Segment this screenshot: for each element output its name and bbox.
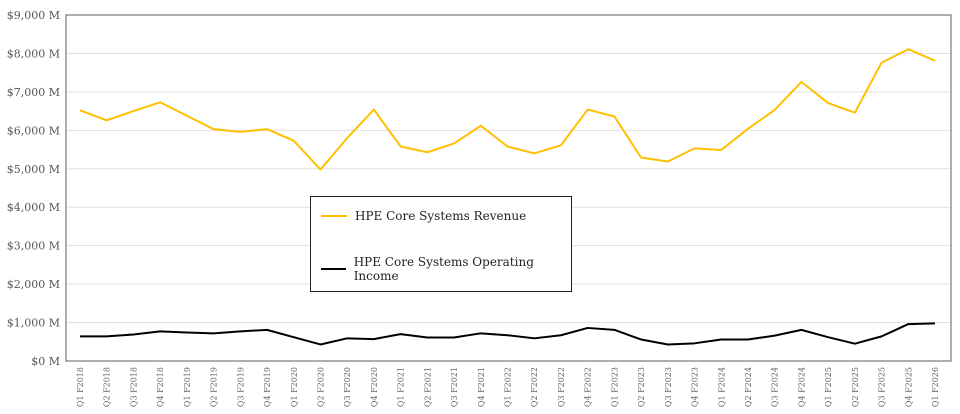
x-tick-label: Q1 F2023 [610,367,619,407]
x-tick-label: Q1 F2022 [504,367,513,407]
x-tick-label: Q2 F2019 [210,367,219,407]
y-tick-label: $7,000 M [7,86,60,99]
x-tick-label: Q2 F2020 [316,367,325,407]
x-tick-label: Q4 F2025 [904,367,913,407]
x-tick-label: Q2 F2025 [851,367,860,407]
legend-item-operating-income: HPE Core Systems Operating Income [321,255,571,283]
x-tick-label: Q3 F2024 [771,367,780,407]
x-tick-label: Q2 F2022 [530,367,539,407]
x-tick-label: Q4 F2024 [797,367,806,407]
y-tick-label: $1,000 M [7,317,60,330]
x-tick-label: Q1 F2026 [931,367,940,407]
series-line-operating-income [80,322,936,346]
x-tick-label: Q3 F2019 [236,367,245,407]
x-tick-label: Q2 F2018 [103,367,112,407]
x-tick-label: Q4 F2022 [584,367,593,407]
x-tick-label: Q2 F2023 [637,367,646,407]
y-tick-label: $6,000 M [7,124,60,137]
y-tick-label: $5,000 M [7,163,60,176]
x-tick-label: Q2 F2021 [423,367,432,407]
x-tick-label: Q3 F2018 [129,367,138,407]
y-tick-label: $9,000 M [7,9,60,22]
x-tick-label: Q1 F2024 [717,367,726,407]
y-tick-label: $2,000 M [7,278,60,291]
plot-area-border [65,14,952,362]
x-tick-label: Q3 F2021 [450,367,459,407]
y-tick-label: $4,000 M [7,201,60,214]
x-tick-label: Q4 F2020 [370,367,379,407]
x-tick-label: Q3 F2023 [664,367,673,407]
legend-label-operating-income: HPE Core Systems Operating Income [353,255,534,283]
y-tick-label: $8,000 M [7,47,60,60]
legend-label-revenue: HPE Core Systems Revenue [355,209,527,223]
y-tick-label: $3,000 M [7,240,60,253]
x-tick-label: Q4 F2023 [691,367,700,407]
legend-swatch-operating-income [321,268,346,270]
x-tick-label: Q1 F2018 [76,367,85,407]
x-tick-label: Q1 F2021 [397,367,406,407]
x-tick-label: Q4 F2021 [477,367,486,407]
legend-swatch-revenue [321,215,347,217]
x-tick-label: Q4 F2018 [156,367,165,407]
series-line-revenue [79,48,936,171]
x-tick-label: Q1 F2020 [290,367,299,407]
x-tick-label: Q1 F2019 [183,367,192,407]
x-tick-label: Q4 F2019 [263,367,272,407]
legend: HPE Core Systems Revenue HPE Core System… [310,196,572,292]
y-tick-label: $0 M [31,355,60,368]
x-tick-label: Q3 F2020 [343,367,352,407]
x-tick-label: Q1 F2025 [824,367,833,407]
x-tick-label: Q3 F2022 [557,367,566,407]
legend-item-revenue: HPE Core Systems Revenue [321,209,526,223]
x-tick-label: Q2 F2024 [744,367,753,407]
x-tick-label: Q3 F2025 [878,367,887,407]
